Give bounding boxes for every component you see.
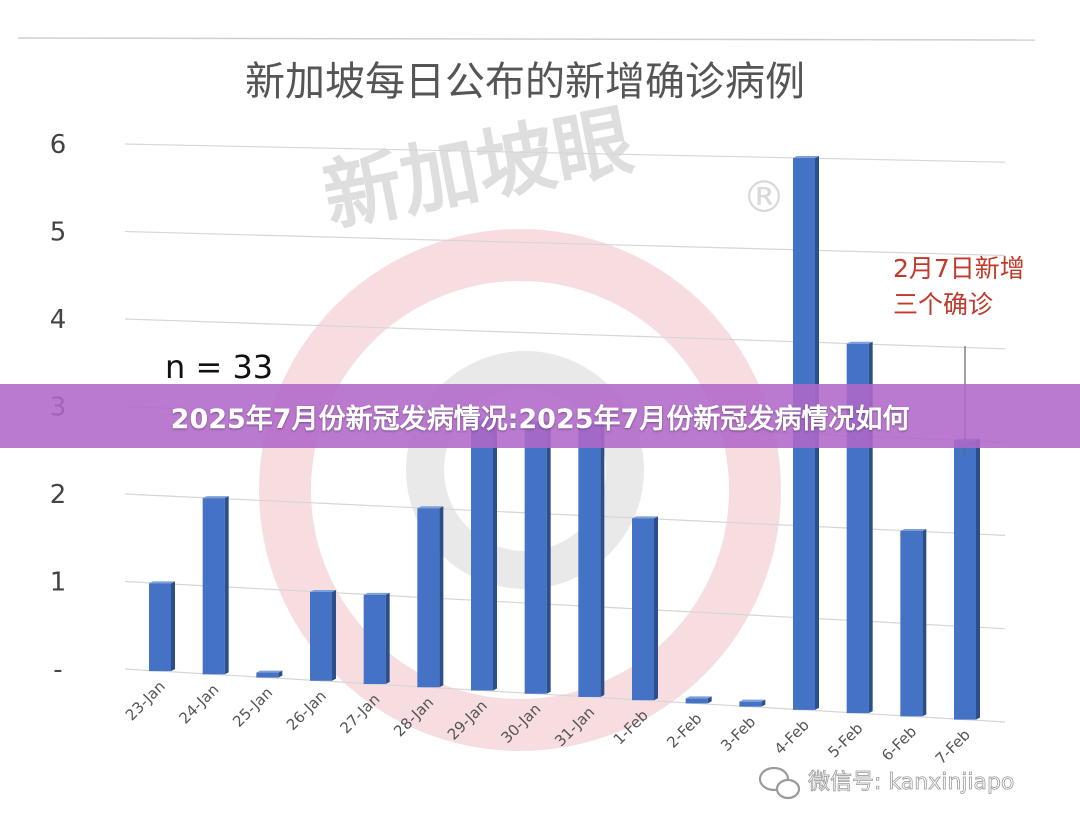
x-tick-label: 24-Jan [175, 680, 222, 727]
wechat-id-text: 微信号: kanxinjiapo [808, 770, 1014, 795]
x-tick-label: 6-Feb [878, 722, 920, 764]
bar-top [632, 516, 658, 519]
bar-side [439, 506, 444, 688]
bar-top [900, 528, 927, 531]
banner-text: 2025年7月份新冠发病情况:2025年7月份新冠发病情况如何 [170, 403, 910, 435]
bar [149, 583, 171, 672]
bar-top [417, 506, 444, 509]
y-tick-label: - [53, 655, 62, 685]
sample-size-label: n = 33 [165, 348, 273, 386]
svg-text:®: ® [742, 172, 786, 223]
bar-top [202, 496, 229, 499]
x-tick-label: 27-Jan [336, 690, 383, 737]
bar-top [149, 581, 175, 584]
bar [954, 440, 976, 720]
bar-side [922, 528, 927, 717]
bar-side [707, 696, 712, 704]
bar-side [761, 699, 766, 707]
y-tick-label: 1 [50, 568, 67, 598]
top-frame-line [17, 37, 1036, 41]
svg-text:新加坡眼: 新加坡眼 [316, 96, 639, 244]
bar [471, 420, 493, 691]
bar-top [256, 670, 283, 673]
wechat-icon [758, 766, 801, 800]
wechat-credit: 微信号: kanxinjiapo [758, 766, 1015, 800]
gridline [124, 143, 1006, 163]
gridline [124, 493, 1006, 536]
bar [900, 530, 923, 717]
bar-side [332, 590, 336, 681]
x-tick-label: 23-Jan [122, 677, 169, 724]
bar-side [171, 581, 175, 672]
gridline [124, 230, 1006, 257]
gridline [124, 668, 1006, 723]
x-tick-label: 3-Feb [717, 713, 759, 755]
bar [578, 425, 601, 697]
bar-side [546, 421, 551, 694]
bar [632, 518, 654, 701]
chart-title: 新加坡每日公布的新增确诊病例 [245, 59, 805, 105]
bar [417, 508, 440, 688]
bar-side [224, 496, 229, 675]
bar-top [739, 699, 766, 702]
y-tick-label: 4 [50, 305, 67, 335]
y-tick-label: 6 [50, 130, 67, 160]
y-tick-label: 5 [50, 218, 67, 248]
x-tick-label: 2-Feb [663, 710, 705, 752]
bar-side [493, 418, 497, 691]
x-tick-label: 26-Jan [283, 687, 330, 734]
bar [739, 701, 762, 707]
annotation-line-1: 2月7日新增 [893, 254, 1025, 283]
bar-side [976, 438, 980, 720]
bar-top [310, 590, 336, 593]
bar [256, 672, 279, 678]
gridline [124, 580, 1006, 630]
bar-top [846, 341, 873, 344]
bar [685, 698, 708, 704]
x-tick-label: 5-Feb [824, 719, 866, 761]
x-tick-label: 7-Feb [932, 726, 974, 768]
bar [202, 498, 225, 675]
y-tick-label: 2 [50, 480, 67, 510]
bar [524, 423, 547, 694]
bar-top [363, 592, 390, 595]
x-tick-label: 4-Feb [771, 716, 813, 758]
title-banner: 2025年7月份新冠发病情况:2025年7月份新冠发病情况如何 [0, 384, 1080, 448]
bar-side [654, 516, 658, 701]
bar-side [600, 423, 605, 697]
bar-side [278, 670, 283, 678]
bar [363, 594, 386, 685]
gridline [124, 318, 1006, 350]
bar-top [685, 696, 712, 699]
annotation-line-2: 三个确诊 [893, 290, 993, 319]
bar [310, 592, 332, 681]
bar-side [385, 592, 390, 685]
x-tick-label: 25-Jan [229, 684, 276, 731]
annotation: 2月7日新增 三个确诊 [893, 254, 1025, 455]
bar-top [793, 156, 819, 159]
